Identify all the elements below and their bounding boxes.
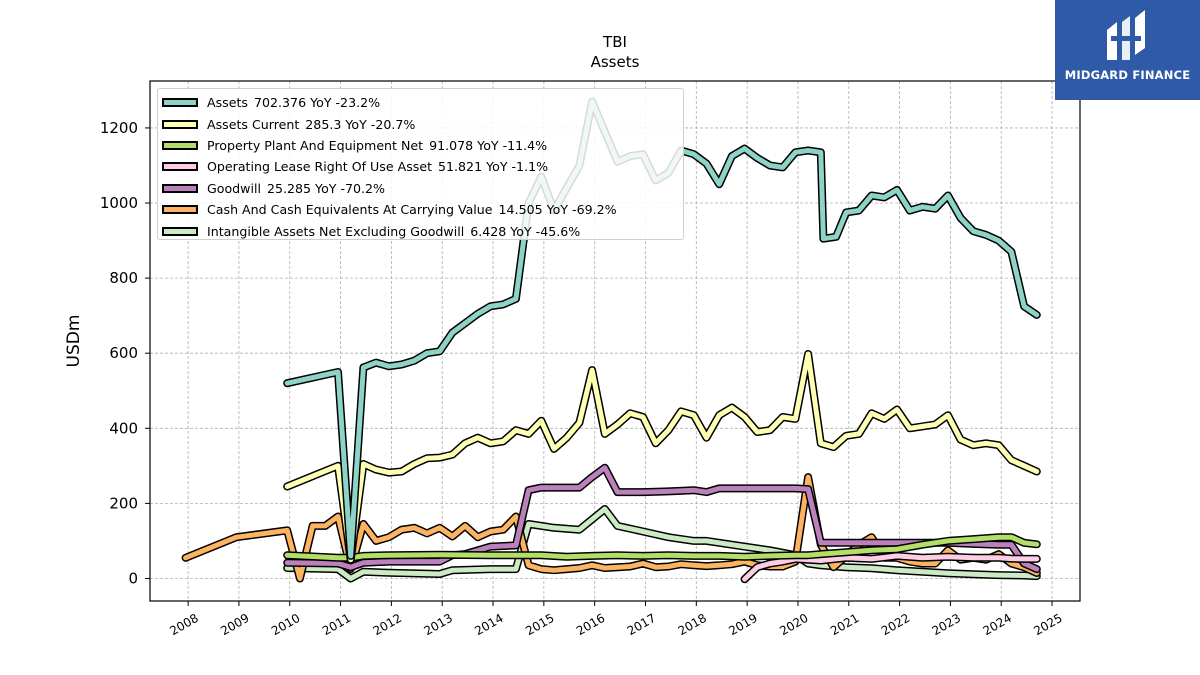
x-tick-label: 2009 (218, 611, 251, 638)
legend-entry: Assets Current 285.3 YoY -20.7% (162, 113, 683, 134)
legend-series-name: Assets (207, 95, 248, 111)
x-tick-label: 2015 (523, 611, 556, 638)
x-tick-label: 2010 (269, 611, 302, 638)
logo-text: MIDGARD FINANCE (1064, 68, 1191, 82)
series-path (284, 506, 1040, 581)
legend-swatch (162, 226, 198, 236)
legend-entry: Cash And Cash Equivalents At Carrying Va… (162, 199, 683, 220)
legend-swatch (162, 162, 198, 172)
legend-series-value: 6.428 (470, 223, 507, 239)
legend-series-yoy: YoY -45.6% (510, 223, 581, 239)
legend-series-name: Goodwill (207, 180, 261, 196)
x-tick-label: 2014 (472, 611, 505, 638)
x-tick-label: 2008 (167, 611, 200, 638)
legend-series-value: 702.376 (254, 95, 307, 111)
legend-series-name: Assets Current (207, 116, 300, 132)
legend-series-yoy: YoY -1.1% (486, 159, 549, 175)
legend-series-value: 25.285 (266, 180, 312, 196)
midgard-logo-icon (1107, 10, 1145, 60)
plot-frame (149, 80, 1081, 602)
legend-entry: Assets 702.376 YoY -23.2% (162, 92, 683, 113)
x-tick-label: 2016 (574, 611, 607, 638)
x-tick-label: 2022 (879, 611, 912, 638)
x-tick-label: 2012 (371, 611, 404, 638)
legend-swatch (162, 119, 198, 129)
legend-series-value: 14.505 (498, 202, 543, 218)
logo: MIDGARD FINANCE (1055, 0, 1200, 100)
y-tick-label: 0 (128, 569, 138, 587)
legend-series-yoy: YoY -23.2% (310, 95, 381, 111)
series-path (183, 474, 1040, 581)
x-tick-label: 2024 (981, 611, 1014, 638)
x-tick-label: 2011 (320, 611, 353, 638)
series-line-2 (283, 533, 1041, 562)
y-axis-label: USDm (64, 315, 84, 368)
legend-entry: Goodwill 25.285 YoY -70.2% (162, 178, 683, 199)
legend-series-name: Property Plant And Equipment Net (207, 137, 424, 153)
y-tick-label: 1200 (100, 119, 138, 137)
series-line-1 (283, 350, 1041, 564)
legend-swatch (162, 98, 198, 108)
legend-entry: Operating Lease Right Of Use Asset 51.821… (162, 156, 683, 177)
y-tick-label: 400 (109, 419, 138, 437)
series-line-0 (283, 97, 1041, 560)
x-tick-label: 2017 (625, 611, 658, 638)
legend-series-name: Cash And Cash Equivalents At Carrying Va… (207, 202, 493, 218)
y-tick-label: 800 (109, 269, 138, 287)
x-tick-label: 2019 (726, 611, 759, 638)
chart-subtitle: Assets (591, 53, 640, 71)
legend-series-name: Operating Lease Right Of Use Asset (207, 159, 433, 175)
series-line-6 (283, 505, 1041, 583)
legend-series-yoy: YoY -20.7% (345, 116, 416, 132)
series-path (284, 99, 1040, 559)
legend-series-value: 51.821 (438, 159, 483, 175)
legend-entry: Property Plant And Equipment Net 91.078 Yo… (162, 135, 683, 156)
series-path (284, 534, 1040, 561)
series-line-3 (740, 551, 1041, 584)
legend-series-yoy: YoY -70.2% (315, 180, 386, 196)
legend-series-yoy: YoY -11.4% (477, 137, 548, 153)
x-tick-label: 2013 (421, 611, 454, 638)
legend-entry: Intangible Assets Net Excluding Goodwill… (162, 220, 683, 241)
x-tick-label: 2023 (930, 611, 963, 638)
legend-series-name: Intangible Assets Net Excluding Goodwill (207, 223, 465, 239)
chart-title: TBI (602, 33, 627, 51)
legend-swatch (162, 205, 198, 215)
x-tick-label: 2021 (828, 611, 861, 638)
legend-series-yoy: YoY -69.2% (546, 202, 617, 218)
series-path (284, 351, 1040, 563)
x-tick-label: 2018 (676, 611, 709, 638)
series-layer (181, 97, 1041, 584)
legend-swatch (162, 140, 198, 150)
legend-series-value: 285.3 (305, 116, 342, 132)
x-tick-label: 2020 (777, 611, 810, 638)
legend-swatch (162, 183, 198, 193)
y-tick-label: 1000 (100, 194, 138, 212)
y-tick-label: 200 (109, 494, 138, 512)
y-tick-label: 600 (109, 344, 138, 362)
x-tick-label: 2025 (1031, 611, 1064, 638)
legend: Assets 702.376 YoY -23.2% Assets Current 285… (157, 88, 684, 240)
series-path (742, 553, 1040, 582)
series-line-5 (181, 473, 1041, 583)
legend-series-value: 91.078 (429, 137, 474, 153)
